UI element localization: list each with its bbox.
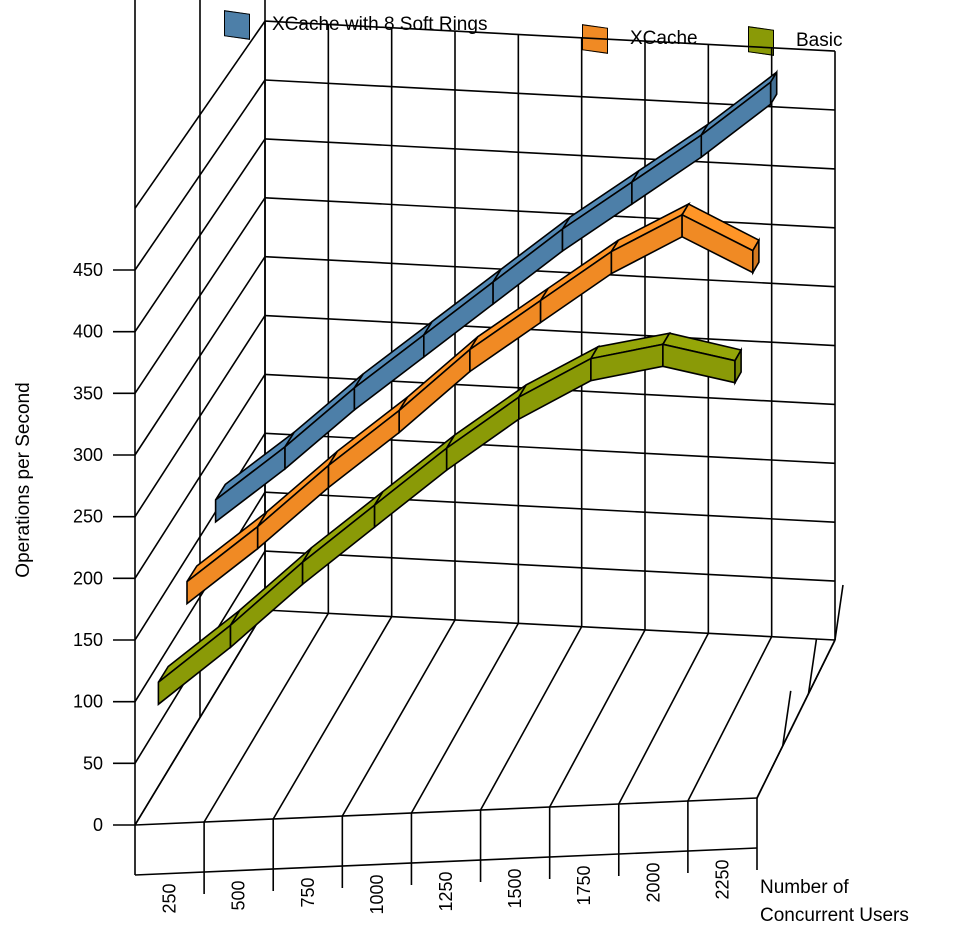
floor-depth-line: [618, 632, 710, 805]
y-tick-label: 100: [73, 692, 103, 712]
y-tick-label: 0: [93, 815, 103, 835]
x-tick-label: 750: [298, 878, 318, 908]
y-tick-label: 200: [73, 568, 103, 588]
back-wall-gridline: [264, 138, 836, 170]
x-axis-label: Number of Concurrent Users: [760, 874, 909, 930]
series-segment-front: [700, 80, 772, 159]
floor-depth-line: [203, 612, 330, 823]
x-tick-label: 250: [160, 884, 180, 914]
floor-depth-line: [341, 619, 456, 817]
back-wall-gridline: [264, 550, 836, 582]
back-wall-gridline: [264, 196, 836, 229]
x-tick-label: 1000: [367, 875, 387, 915]
x-axis-ticks: 250 500 750 1000 1250 1500 1750 2000 2250: [160, 860, 733, 915]
x-tick-label: 2250: [712, 860, 732, 900]
floor-depth-line: [134, 609, 266, 826]
y-tick-label: 50: [83, 753, 103, 773]
y-tick-label: 150: [73, 630, 103, 650]
floor-depth-line: [272, 616, 393, 820]
legend-item-basic: Basic: [748, 26, 843, 56]
series-ribbon: [186, 201, 761, 606]
series-segment-front: [373, 446, 448, 529]
series-segment-front: [301, 503, 376, 586]
floor-depth-line: [410, 622, 520, 814]
floor-front-edge: [134, 797, 758, 826]
front-strip-bottom: [134, 847, 758, 876]
floor-depth-line: [479, 626, 583, 811]
series-end-cap: [751, 237, 760, 276]
y-tick-label: 350: [73, 383, 103, 403]
floor-depth-line: [687, 636, 773, 802]
y-tick-label: 250: [73, 507, 103, 527]
y-axis-label: Operations per Second: [13, 382, 34, 578]
x-tick-label: 1500: [505, 869, 525, 909]
floor-depth-line: [548, 629, 646, 808]
back-wall-gridline: [264, 609, 836, 641]
floor-right-tick: [807, 638, 818, 694]
x-tick-label: 1250: [436, 872, 456, 912]
x-axis-label-line-2: Concurrent Users: [760, 905, 909, 926]
chart-grid: [113, 0, 844, 894]
series-ribbon: [157, 332, 743, 706]
floor-right-tick: [834, 584, 844, 641]
series-end-cap: [734, 346, 742, 386]
x-tick-label: 500: [229, 881, 249, 911]
y-tick-label: 400: [73, 322, 103, 342]
chart-series: [157, 69, 778, 706]
back-wall-gridline: [264, 491, 836, 524]
series-ribbon: [214, 69, 778, 524]
floor-right-tick: [781, 690, 792, 746]
y-axis-ticks: 0 50 100 150 200 250 300 350 400 450: [73, 260, 103, 835]
legend-label-basic: Basic: [796, 30, 843, 51]
y-tick-label: 300: [73, 445, 103, 465]
x-axis-label-line-1: Number of: [760, 877, 849, 898]
floor-depth-line: [756, 639, 836, 799]
x-tick-label: 1750: [574, 866, 594, 906]
series-end-cap: [769, 69, 778, 107]
back-wall-gridline: [264, 314, 836, 347]
back-wall-gridline: [264, 20, 836, 52]
y-tick-label: 450: [73, 260, 103, 280]
back-wall-gridline: [264, 255, 836, 288]
series-segment-front: [229, 560, 304, 650]
x-tick-label: 2000: [643, 863, 663, 903]
